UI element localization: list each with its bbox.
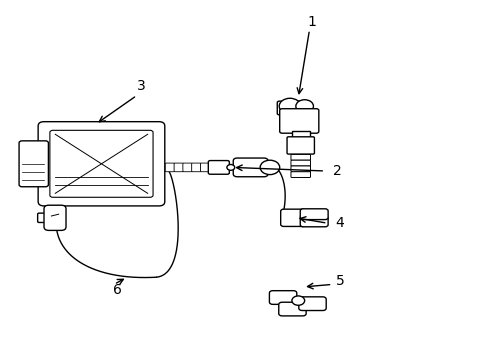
FancyBboxPatch shape — [50, 130, 153, 197]
FancyBboxPatch shape — [174, 163, 183, 172]
FancyBboxPatch shape — [290, 166, 310, 172]
FancyBboxPatch shape — [165, 163, 174, 172]
FancyBboxPatch shape — [233, 158, 267, 177]
FancyBboxPatch shape — [298, 297, 325, 311]
FancyBboxPatch shape — [38, 213, 51, 222]
Circle shape — [279, 98, 300, 114]
FancyBboxPatch shape — [290, 172, 310, 177]
Text: 6: 6 — [113, 283, 122, 297]
FancyBboxPatch shape — [290, 160, 310, 166]
Text: 3: 3 — [137, 80, 146, 93]
FancyBboxPatch shape — [38, 122, 164, 206]
FancyBboxPatch shape — [278, 302, 305, 316]
Text: 5: 5 — [335, 274, 344, 288]
Circle shape — [291, 296, 304, 305]
FancyBboxPatch shape — [19, 141, 48, 187]
Circle shape — [226, 165, 234, 170]
FancyBboxPatch shape — [191, 163, 201, 172]
FancyBboxPatch shape — [286, 137, 314, 154]
FancyBboxPatch shape — [183, 163, 192, 172]
Circle shape — [295, 100, 313, 113]
Text: 4: 4 — [335, 216, 344, 230]
Text: 2: 2 — [332, 164, 341, 178]
FancyBboxPatch shape — [300, 209, 327, 220]
FancyBboxPatch shape — [44, 205, 66, 230]
FancyBboxPatch shape — [280, 209, 305, 226]
Text: 1: 1 — [307, 15, 316, 29]
FancyBboxPatch shape — [300, 216, 327, 227]
Circle shape — [260, 160, 279, 175]
FancyBboxPatch shape — [279, 109, 318, 133]
FancyBboxPatch shape — [200, 163, 209, 172]
FancyBboxPatch shape — [277, 101, 310, 115]
FancyBboxPatch shape — [290, 154, 310, 160]
FancyBboxPatch shape — [269, 291, 296, 304]
FancyBboxPatch shape — [208, 161, 229, 174]
Bar — [291, 131, 309, 139]
